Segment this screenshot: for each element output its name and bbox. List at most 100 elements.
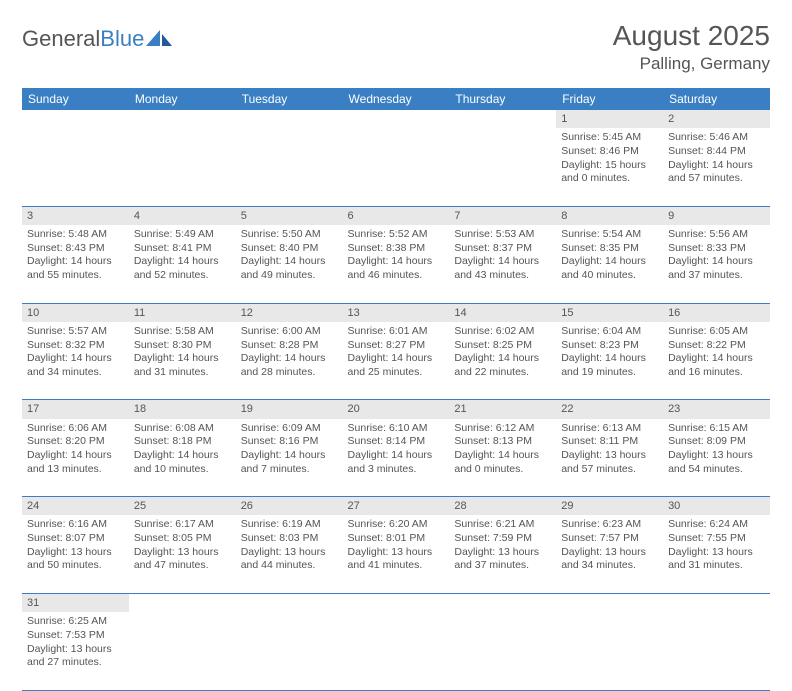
day-number-cell: 27 bbox=[343, 497, 450, 516]
day-number-cell: 31 bbox=[22, 593, 129, 612]
calendar-day-cell bbox=[663, 612, 770, 690]
daylight-line: Daylight: 14 hours and 34 minutes. bbox=[27, 352, 124, 379]
logo-sail-icon bbox=[146, 30, 172, 46]
day-number-row: 12 bbox=[22, 110, 770, 128]
daylight-line: Daylight: 14 hours and 43 minutes. bbox=[454, 255, 551, 282]
daylight-line: Daylight: 14 hours and 25 minutes. bbox=[348, 352, 445, 379]
day-number-cell bbox=[129, 110, 236, 128]
logo: GeneralBlue bbox=[22, 26, 172, 52]
page-title: August 2025 bbox=[613, 20, 770, 52]
sunrise-line: Sunrise: 6:23 AM bbox=[561, 518, 658, 532]
sunset-line: Sunset: 8:22 PM bbox=[668, 339, 765, 353]
sunrise-line: Sunrise: 6:10 AM bbox=[348, 422, 445, 436]
page-location: Palling, Germany bbox=[613, 54, 770, 74]
daylight-line: Daylight: 13 hours and 54 minutes. bbox=[668, 449, 765, 476]
calendar-day-cell: Sunrise: 6:25 AMSunset: 7:53 PMDaylight:… bbox=[22, 612, 129, 690]
sunrise-line: Sunrise: 6:17 AM bbox=[134, 518, 231, 532]
calendar-day-cell: Sunrise: 5:52 AMSunset: 8:38 PMDaylight:… bbox=[343, 225, 450, 303]
sunrise-line: Sunrise: 5:56 AM bbox=[668, 228, 765, 242]
calendar-day-cell: Sunrise: 6:10 AMSunset: 8:14 PMDaylight:… bbox=[343, 419, 450, 497]
logo-text-2: Blue bbox=[100, 26, 144, 52]
sunset-line: Sunset: 8:18 PM bbox=[134, 435, 231, 449]
calendar-week-row: Sunrise: 5:45 AMSunset: 8:46 PMDaylight:… bbox=[22, 128, 770, 206]
sunset-line: Sunset: 8:46 PM bbox=[561, 145, 658, 159]
sunrise-line: Sunrise: 5:48 AM bbox=[27, 228, 124, 242]
sunset-line: Sunset: 8:03 PM bbox=[241, 532, 338, 546]
calendar-day-cell: Sunrise: 5:45 AMSunset: 8:46 PMDaylight:… bbox=[556, 128, 663, 206]
calendar-day-cell: Sunrise: 6:06 AMSunset: 8:20 PMDaylight:… bbox=[22, 419, 129, 497]
calendar-day-cell: Sunrise: 6:15 AMSunset: 8:09 PMDaylight:… bbox=[663, 419, 770, 497]
sunrise-line: Sunrise: 6:02 AM bbox=[454, 325, 551, 339]
sunrise-line: Sunrise: 6:06 AM bbox=[27, 422, 124, 436]
sunrise-line: Sunrise: 5:53 AM bbox=[454, 228, 551, 242]
sunset-line: Sunset: 8:30 PM bbox=[134, 339, 231, 353]
sunrise-line: Sunrise: 6:01 AM bbox=[348, 325, 445, 339]
day-number-cell: 14 bbox=[449, 303, 556, 322]
daylight-line: Daylight: 14 hours and 28 minutes. bbox=[241, 352, 338, 379]
sunrise-line: Sunrise: 6:16 AM bbox=[27, 518, 124, 532]
daylight-line: Daylight: 14 hours and 31 minutes. bbox=[134, 352, 231, 379]
sunrise-line: Sunrise: 6:15 AM bbox=[668, 422, 765, 436]
sunrise-line: Sunrise: 6:25 AM bbox=[27, 615, 124, 629]
daylight-line: Daylight: 14 hours and 10 minutes. bbox=[134, 449, 231, 476]
sunrise-line: Sunrise: 6:24 AM bbox=[668, 518, 765, 532]
calendar-day-cell: Sunrise: 6:19 AMSunset: 8:03 PMDaylight:… bbox=[236, 515, 343, 593]
day-number-cell: 9 bbox=[663, 206, 770, 225]
daylight-line: Daylight: 13 hours and 27 minutes. bbox=[27, 643, 124, 670]
day-number-cell: 13 bbox=[343, 303, 450, 322]
sunrise-line: Sunrise: 5:50 AM bbox=[241, 228, 338, 242]
sunrise-line: Sunrise: 5:49 AM bbox=[134, 228, 231, 242]
weekday-header-row: SundayMondayTuesdayWednesdayThursdayFrid… bbox=[22, 88, 770, 110]
sunset-line: Sunset: 7:57 PM bbox=[561, 532, 658, 546]
calendar-day-cell bbox=[236, 128, 343, 206]
day-number-cell: 25 bbox=[129, 497, 236, 516]
day-number-cell: 4 bbox=[129, 206, 236, 225]
sunset-line: Sunset: 8:37 PM bbox=[454, 242, 551, 256]
calendar-week-row: Sunrise: 6:16 AMSunset: 8:07 PMDaylight:… bbox=[22, 515, 770, 593]
day-number-cell bbox=[449, 593, 556, 612]
calendar-day-cell bbox=[22, 128, 129, 206]
calendar-day-cell: Sunrise: 6:02 AMSunset: 8:25 PMDaylight:… bbox=[449, 322, 556, 400]
day-number-cell bbox=[343, 110, 450, 128]
calendar-week-row: Sunrise: 6:06 AMSunset: 8:20 PMDaylight:… bbox=[22, 419, 770, 497]
calendar-day-cell: Sunrise: 6:17 AMSunset: 8:05 PMDaylight:… bbox=[129, 515, 236, 593]
calendar-day-cell: Sunrise: 6:01 AMSunset: 8:27 PMDaylight:… bbox=[343, 322, 450, 400]
daylight-line: Daylight: 14 hours and 16 minutes. bbox=[668, 352, 765, 379]
daylight-line: Daylight: 14 hours and 7 minutes. bbox=[241, 449, 338, 476]
sunset-line: Sunset: 7:53 PM bbox=[27, 629, 124, 643]
sunrise-line: Sunrise: 6:09 AM bbox=[241, 422, 338, 436]
weekday-header: Tuesday bbox=[236, 88, 343, 110]
weekday-header: Sunday bbox=[22, 88, 129, 110]
sunrise-line: Sunrise: 6:20 AM bbox=[348, 518, 445, 532]
sunset-line: Sunset: 8:11 PM bbox=[561, 435, 658, 449]
day-number-cell: 11 bbox=[129, 303, 236, 322]
day-number-cell: 12 bbox=[236, 303, 343, 322]
day-number-cell: 19 bbox=[236, 400, 343, 419]
day-number-cell: 16 bbox=[663, 303, 770, 322]
sunrise-line: Sunrise: 6:05 AM bbox=[668, 325, 765, 339]
daylight-line: Daylight: 14 hours and 40 minutes. bbox=[561, 255, 658, 282]
day-number-cell bbox=[22, 110, 129, 128]
sunrise-line: Sunrise: 6:13 AM bbox=[561, 422, 658, 436]
day-number-cell: 23 bbox=[663, 400, 770, 419]
calendar-day-cell bbox=[343, 128, 450, 206]
sunset-line: Sunset: 7:55 PM bbox=[668, 532, 765, 546]
sunset-line: Sunset: 8:09 PM bbox=[668, 435, 765, 449]
sunset-line: Sunset: 8:28 PM bbox=[241, 339, 338, 353]
calendar-table: SundayMondayTuesdayWednesdayThursdayFrid… bbox=[22, 88, 770, 691]
daylight-line: Daylight: 14 hours and 3 minutes. bbox=[348, 449, 445, 476]
page-header: GeneralBlue August 2025 Palling, Germany bbox=[22, 20, 770, 74]
calendar-day-cell bbox=[236, 612, 343, 690]
day-number-cell: 20 bbox=[343, 400, 450, 419]
calendar-day-cell: Sunrise: 5:58 AMSunset: 8:30 PMDaylight:… bbox=[129, 322, 236, 400]
sunset-line: Sunset: 8:16 PM bbox=[241, 435, 338, 449]
daylight-line: Daylight: 13 hours and 34 minutes. bbox=[561, 546, 658, 573]
sunrise-line: Sunrise: 5:52 AM bbox=[348, 228, 445, 242]
calendar-day-cell: Sunrise: 6:23 AMSunset: 7:57 PMDaylight:… bbox=[556, 515, 663, 593]
sunset-line: Sunset: 8:38 PM bbox=[348, 242, 445, 256]
daylight-line: Daylight: 14 hours and 55 minutes. bbox=[27, 255, 124, 282]
sunset-line: Sunset: 8:32 PM bbox=[27, 339, 124, 353]
daylight-line: Daylight: 13 hours and 44 minutes. bbox=[241, 546, 338, 573]
calendar-day-cell: Sunrise: 6:13 AMSunset: 8:11 PMDaylight:… bbox=[556, 419, 663, 497]
daylight-line: Daylight: 13 hours and 31 minutes. bbox=[668, 546, 765, 573]
